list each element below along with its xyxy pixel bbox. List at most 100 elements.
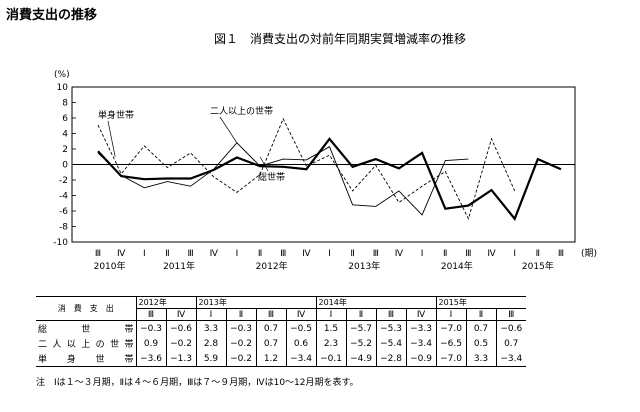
- x-tick-label: Ⅰ: [236, 249, 239, 259]
- table-cell: −0.6: [495, 320, 526, 336]
- table-quarter-header: Ⅲ: [135, 308, 166, 321]
- series-label: 単身世帯: [98, 109, 134, 121]
- table-cell: 0.7: [255, 320, 286, 336]
- table-year-header: 2013年: [195, 296, 316, 309]
- table-cell: −0.2: [225, 336, 256, 351]
- table-cell: −0.2: [165, 336, 196, 351]
- y-unit-label: (%): [54, 70, 70, 80]
- table-cell: 0.7: [465, 320, 496, 336]
- y-tick-label: 8: [62, 99, 68, 109]
- x-year-label: 2010年: [94, 260, 126, 272]
- x-tick-label: Ⅲ: [280, 249, 286, 259]
- table-cell: −0.3: [225, 320, 256, 336]
- table-row-label: 単身世帯: [36, 351, 136, 367]
- series-line: [97, 117, 516, 221]
- table-cell: 0.6: [285, 336, 316, 351]
- table-note: 注 Ⅰは１～３月期，Ⅱは４～６月期，Ⅲは７～９月期，Ⅳは10～12月期を表す。: [36, 378, 359, 388]
- table-cell: 0.7: [495, 336, 526, 351]
- x-tick-label: Ⅲ: [465, 249, 471, 259]
- y-tick-label: 6: [62, 114, 68, 124]
- table-cell: −7.0: [435, 320, 466, 336]
- table-quarter-header: Ⅲ: [255, 308, 286, 321]
- data-table: 消 費 支 出 2012年 2013年 2014年 2015年 Ⅲ Ⅳ Ⅰ Ⅱ Ⅲ Ⅳ Ⅰ Ⅱ Ⅲ Ⅳ Ⅰ Ⅱ Ⅲ…: [36, 296, 526, 367]
- table-cell: −3.4: [495, 351, 526, 367]
- table-cell: 5.9: [195, 351, 226, 367]
- table-cell: −0.6: [165, 320, 196, 336]
- x-year-label: 2011年: [163, 260, 195, 272]
- table-cell: 2.3: [315, 336, 346, 351]
- table-year-header: 2012年: [135, 296, 196, 309]
- y-tick-label: 10: [57, 83, 69, 93]
- series-callout-line: [107, 120, 116, 157]
- y-tick-label: -6: [59, 207, 68, 217]
- series-callout-line: [259, 156, 269, 172]
- table-cell: 1.5: [315, 320, 346, 336]
- table-year-header: 2015年: [435, 296, 526, 309]
- x-year-label: 2015年: [522, 260, 554, 272]
- table-cell: −3.4: [405, 336, 436, 351]
- table-quarter-header: Ⅲ: [495, 308, 526, 321]
- series-label: 総世帯: [258, 171, 285, 183]
- x-tick-label: Ⅱ: [165, 249, 169, 259]
- figure-title: 図１ 消費支出の対前年同期実質増減率の推移: [213, 32, 466, 46]
- table-quarter-header: Ⅳ: [165, 308, 196, 321]
- x-tick-label: Ⅲ: [95, 249, 101, 259]
- table-quarter-header: Ⅱ: [225, 308, 256, 321]
- table-cell: −0.9: [405, 351, 436, 367]
- table-cell: 3.3: [465, 351, 496, 367]
- table-quarter-header: Ⅲ: [375, 308, 406, 321]
- x-tick-label: Ⅳ: [210, 249, 219, 259]
- x-tick-label: Ⅲ: [558, 249, 564, 259]
- x-year-label: 2014年: [441, 260, 473, 272]
- x-tick-label: Ⅰ: [421, 249, 424, 259]
- table-row-label: 総世帯: [38, 325, 134, 335]
- y-tick-label: -10: [53, 238, 68, 248]
- y-tick-label: 0: [62, 161, 68, 171]
- table-cell: 2.8: [195, 336, 226, 351]
- page-heading: 消費支出の推移: [6, 8, 98, 23]
- x-year-label: 2012年: [256, 260, 288, 272]
- x-tick-label: Ⅰ: [328, 249, 331, 259]
- x-tick-label: Ⅳ: [395, 249, 404, 259]
- x-tick-label: Ⅳ: [117, 249, 126, 259]
- table-row-label: 二人以上の世帯: [38, 340, 134, 350]
- x-tick-label: Ⅲ: [373, 249, 379, 259]
- x-tick-label: Ⅱ: [258, 249, 262, 259]
- x-tick-label: Ⅱ: [350, 249, 354, 259]
- x-tick-label: Ⅳ: [302, 249, 311, 259]
- x-tick-label: Ⅰ: [513, 249, 516, 259]
- table-cell: −5.7: [345, 320, 376, 336]
- table-cell: −1.3: [165, 351, 196, 367]
- series-line: [97, 142, 469, 216]
- table-cell: −0.5: [285, 320, 316, 336]
- table-cell: 0.9: [135, 336, 166, 351]
- table-quarter-header: Ⅱ: [465, 308, 496, 321]
- x-unit-label: (期): [581, 248, 597, 259]
- table-quarter-header: Ⅰ: [435, 308, 466, 321]
- table-row: 総世帯 −0.3 −0.6 3.3 −0.3 0.7 −0.5 1.5 −5.7 −5.3 −3.3…: [36, 320, 526, 336]
- table-quarter-header: Ⅱ: [345, 308, 376, 321]
- table-cell: 0.5: [465, 336, 496, 351]
- y-tick-label: 2: [62, 145, 68, 155]
- y-tick-label: -4: [59, 192, 68, 202]
- table-cell: 1.2: [255, 351, 286, 367]
- table-quarter-header: Ⅰ: [315, 308, 346, 321]
- y-tick-label: -8: [59, 223, 68, 233]
- table-cell: −0.3: [135, 320, 166, 336]
- table-cell: −2.8: [375, 351, 406, 367]
- x-year-label: 2013年: [348, 260, 380, 272]
- table-year-header: 2014年: [315, 296, 436, 309]
- consumption-line-chart: 10 8 6 4 2 0 -2 -4 -6 -8 -10 (%) Ⅲ Ⅳ Ⅰ Ⅱ Ⅲ Ⅳ Ⅰ Ⅱ Ⅲ Ⅳ Ⅰ Ⅱ Ⅲ Ⅳ Ⅰ Ⅱ Ⅲ Ⅳ Ⅰ…: [53, 70, 597, 272]
- table-cell: −5.2: [345, 336, 376, 351]
- y-tick-label: -2: [59, 176, 68, 186]
- x-tick-label: Ⅳ: [487, 249, 496, 259]
- table-cell: −5.4: [375, 336, 406, 351]
- y-tick-label: 4: [62, 130, 68, 140]
- x-tick-label: Ⅰ: [143, 249, 146, 259]
- table-quarter-header: Ⅳ: [285, 308, 316, 321]
- table-row: 単身世帯 −3.6 −1.3 5.9 −0.2 1.2 −3.4 −0.1 −4.9 −2.8 −0…: [36, 351, 526, 367]
- table-cell: −5.3: [375, 320, 406, 336]
- table-cell: −0.2: [225, 351, 256, 367]
- table-quarter-header: Ⅰ: [195, 308, 226, 321]
- table-cell: −3.4: [285, 351, 316, 367]
